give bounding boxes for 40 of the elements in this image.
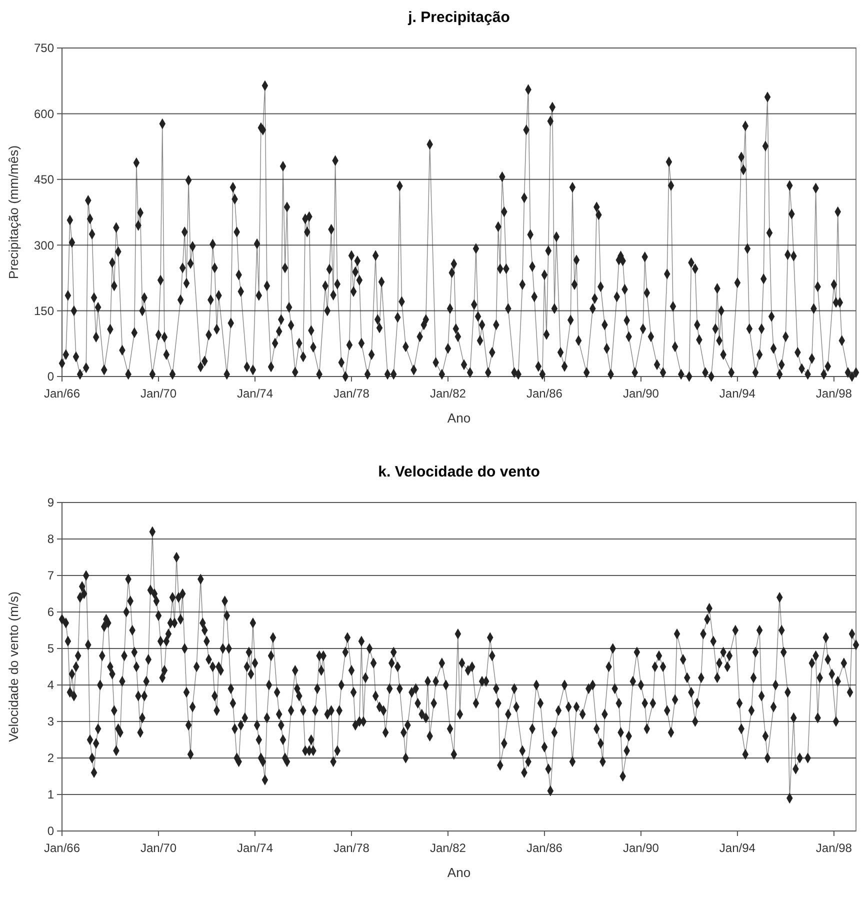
x-axis-title: Ano	[447, 865, 471, 880]
y-tick-label: 600	[34, 106, 54, 121]
x-tick-label: Jan/86	[526, 386, 563, 400]
x-tick-label: Jan/74	[236, 386, 274, 400]
y-tick-label: 3	[47, 714, 54, 729]
y-tick-label: 450	[34, 172, 54, 187]
y-axis-title: Velocidade do vento (m/s)	[6, 592, 21, 742]
x-tick-label: Jan/86	[526, 841, 563, 855]
x-tick-label: Jan/66	[44, 386, 80, 400]
x-tick-label: Jan/78	[333, 841, 370, 855]
x-tick-label: Jan/70	[140, 841, 177, 855]
y-tick-label: 150	[34, 304, 54, 318]
x-tick-label: Jan/98	[816, 386, 852, 400]
y-tick-label: 8	[47, 532, 54, 546]
x-axis-title: Ano	[447, 410, 471, 426]
y-tick-label: 300	[34, 238, 54, 252]
x-tick-label: Jan/74	[236, 841, 274, 855]
x-tick-label: Jan/98	[816, 841, 852, 855]
x-tick-label: Jan/78	[333, 386, 370, 400]
y-tick-label: 0	[47, 824, 54, 838]
y-tick-label: 2	[47, 751, 54, 766]
y-tick-label: 7	[47, 568, 54, 583]
x-tick-label: Jan/70	[140, 386, 177, 400]
x-tick-label: Jan/94	[719, 841, 756, 855]
y-tick-label: 9	[47, 496, 54, 510]
y-tick-label: 4	[47, 678, 54, 692]
y-tick-label: 0	[47, 370, 54, 384]
y-axis-title: Precipitação (mm/mês)	[6, 145, 21, 280]
y-tick-label: 6	[47, 605, 54, 620]
chart-title: j. Precipitação	[407, 9, 510, 26]
chart-title: k. Velocidade do vento	[378, 464, 540, 480]
x-tick-label: Jan/90	[622, 841, 660, 855]
x-tick-label: Jan/94	[719, 386, 756, 400]
x-tick-label: Jan/82	[430, 841, 466, 855]
y-tick-label: 1	[47, 788, 54, 802]
y-tick-label: 5	[47, 642, 54, 656]
x-tick-label: Jan/66	[44, 841, 80, 855]
x-tick-label: Jan/82	[430, 386, 466, 400]
y-tick-label: 750	[34, 41, 54, 56]
x-tick-label: Jan/90	[622, 386, 660, 400]
